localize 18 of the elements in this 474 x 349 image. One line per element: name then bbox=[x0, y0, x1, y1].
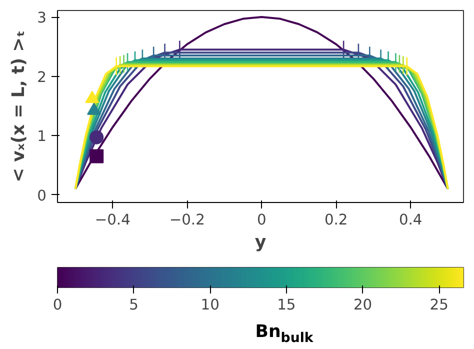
color-bar-label: 5 bbox=[129, 296, 138, 314]
x-tick-label: −0.4 bbox=[94, 212, 130, 228]
y-tick-label: 2 bbox=[37, 68, 47, 86]
x-axis-title: y bbox=[254, 232, 266, 252]
y-tick-label: 0 bbox=[37, 187, 47, 204]
y-tick-label: 1 bbox=[37, 128, 47, 146]
color-bar-label: 10 bbox=[200, 296, 220, 314]
y-axis-title: < vₓ(x = L, t) >ₜ bbox=[9, 30, 30, 182]
color-bar-label: 20 bbox=[353, 296, 372, 314]
x-tick-label: 0.4 bbox=[398, 212, 422, 228]
color-bar-label: 0 bbox=[52, 296, 62, 314]
x-tick-label: 0.2 bbox=[324, 212, 348, 228]
x-tick-label: −0.2 bbox=[169, 212, 205, 228]
color-bar-label: 15 bbox=[277, 296, 296, 314]
color-bar-label: 25 bbox=[430, 296, 448, 314]
x-tick-label: 0 bbox=[256, 212, 266, 228]
y-tick-label: 3 bbox=[37, 10, 47, 27]
line-series bbox=[74, 16, 449, 190]
